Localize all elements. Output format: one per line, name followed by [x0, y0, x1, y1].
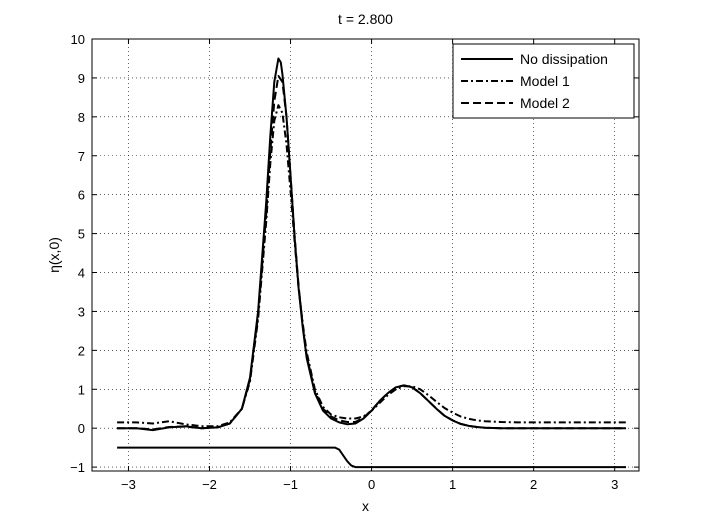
- series-line-model-2: [117, 75, 626, 431]
- y-tick-label: 8: [78, 110, 85, 125]
- y-tick-label: 4: [78, 266, 85, 281]
- x-axis-label: x: [362, 498, 369, 514]
- series-line-step: [117, 446, 626, 469]
- y-tick-label: 6: [78, 188, 85, 203]
- grid: [92, 38, 639, 471]
- y-tick-label: 10: [71, 32, 85, 47]
- legend-label: Model 2: [520, 95, 570, 111]
- x-tick-label: 3: [611, 477, 618, 492]
- legend: No dissipation Model 1 Model 2: [452, 43, 635, 119]
- y-axis-label: η(x,0): [46, 237, 62, 273]
- plot-frame: [91, 38, 640, 472]
- y-tick-label: 0: [78, 421, 85, 436]
- x-tick-label: 2: [530, 477, 537, 492]
- legend-label: No dissipation: [520, 51, 608, 67]
- y-tick-label: 9: [78, 71, 85, 86]
- y-tick-label: −1: [70, 460, 85, 475]
- x-tick-label: 0: [368, 477, 375, 492]
- axis-ticks: −3 −2 −1 0 1 2 3 −1 0 1 2 3 4 5 6 7 8 9 10: [70, 32, 639, 492]
- y-tick-label: 7: [78, 149, 85, 164]
- y-tick-label: 2: [78, 343, 85, 358]
- y-tick-label: 1: [78, 382, 85, 397]
- series-group: [117, 57, 626, 469]
- y-tick-label: 3: [78, 304, 85, 319]
- x-tick-label: −1: [283, 477, 298, 492]
- x-tick-label: −2: [202, 477, 217, 492]
- x-tick-label: −3: [121, 477, 136, 492]
- y-tick-label: 5: [78, 227, 85, 242]
- chart-title: t = 2.800: [338, 11, 393, 27]
- legend-label: Model 1: [520, 73, 570, 89]
- legend-box: [452, 43, 635, 119]
- x-tick-label: 1: [449, 477, 456, 492]
